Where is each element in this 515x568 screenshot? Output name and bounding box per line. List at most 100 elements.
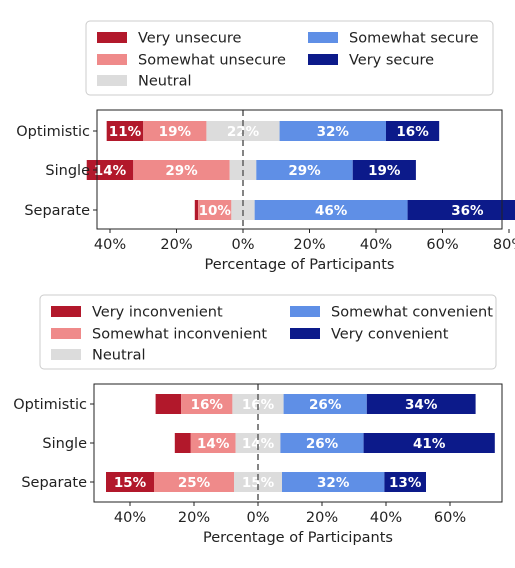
y-tick-label: Optimistic (13, 397, 87, 413)
plot-frame (96, 109, 503, 230)
x-tick-label: 20% (160, 237, 192, 253)
bar-segment (106, 472, 154, 492)
x-axis-label: Percentage of Participants (205, 257, 395, 273)
legend-item: Very inconvenient (51, 305, 223, 321)
bar-segment (194, 200, 199, 220)
data-label: 11% (109, 124, 142, 140)
x-tick-label: 20% (293, 237, 325, 253)
x-axis-label: Percentage of Participants (203, 530, 393, 546)
legend-swatch (51, 328, 81, 339)
legend-swatch (308, 32, 338, 43)
legend-item: Neutral (97, 74, 192, 90)
x-tick-label: 60% (434, 510, 466, 526)
data-label: 34% (405, 397, 438, 413)
data-label: 14% (197, 436, 230, 452)
data-label: 41% (413, 436, 446, 452)
x-tick-label: 60% (426, 237, 458, 253)
y-tick-label: Single (45, 163, 90, 179)
legend-item: Somewhat convenient (290, 305, 493, 321)
bar-segment (279, 121, 386, 141)
legend-swatch (51, 306, 81, 317)
x-tick-label: 80% (493, 237, 515, 253)
bar-segment (366, 394, 476, 414)
bar-segment (86, 160, 134, 180)
bar-segment (106, 121, 144, 141)
legend-swatch (97, 54, 127, 65)
legend-label: Somewhat inconvenient (92, 327, 267, 343)
bar-segment (363, 433, 495, 453)
legend: Very inconvenient Somewhat inconvenient Ne… (39, 294, 497, 370)
data-label: 26% (306, 436, 339, 452)
bar-segment (235, 433, 281, 453)
bar-segment (190, 433, 236, 453)
bar-segment (198, 200, 232, 220)
x-tick-label: 40% (360, 237, 392, 253)
legend-label: Very unsecure (138, 31, 242, 47)
legend-label: Somewhat convenient (331, 305, 493, 321)
data-label: 29% (288, 163, 321, 179)
bar-segment (385, 121, 440, 141)
legend-swatch (308, 54, 338, 65)
bar-segment (283, 394, 367, 414)
data-label: 36% (451, 203, 484, 219)
bar-segment (384, 472, 426, 492)
data-label: 16% (191, 397, 224, 413)
bar-segment (352, 160, 416, 180)
bar-segment (154, 472, 234, 492)
y-tick-label: Single (42, 436, 87, 452)
x-tick-label: 40% (94, 237, 126, 253)
data-label: 10% (199, 203, 232, 219)
legend-item: Somewhat inconvenient (51, 327, 267, 343)
legend-item: Somewhat secure (308, 31, 479, 47)
bar-segment (407, 200, 515, 220)
bar-segment (234, 472, 282, 492)
bar-segment (254, 200, 408, 220)
data-label: 13% (389, 475, 422, 491)
legend-item: Very convenient (290, 327, 449, 343)
bar-segment (174, 433, 191, 453)
legend-item: Very secure (308, 53, 434, 69)
legend-swatch (97, 75, 127, 86)
bar-segment (181, 394, 233, 414)
x-tick-label: 0% (231, 237, 254, 253)
legend-frame (85, 20, 494, 96)
legend-item: Very unsecure (97, 31, 242, 47)
x-tick-label: 0% (246, 510, 269, 526)
data-label: 19% (159, 124, 192, 140)
bar-segment (133, 160, 230, 180)
legend-label: Very inconvenient (92, 305, 223, 321)
chart-panel-2: Very inconvenient Somewhat inconvenient Ne… (13, 294, 503, 546)
data-label: 16% (396, 124, 429, 140)
data-label: 32% (317, 124, 350, 140)
x-tick-label: 20% (306, 510, 338, 526)
legend-label: Very convenient (331, 327, 449, 343)
legend-label: Somewhat secure (349, 31, 479, 47)
legend-label: Neutral (92, 348, 146, 364)
x-tick-label: 40% (114, 510, 146, 526)
y-tick-label: Optimistic (16, 124, 90, 140)
legend-item: Somewhat unsecure (97, 53, 286, 69)
legend-frame (39, 294, 497, 370)
legend-swatch (290, 306, 320, 317)
data-label: 26% (309, 397, 342, 413)
data-label: 46% (315, 203, 348, 219)
legend-label: Neutral (138, 74, 192, 90)
bar-segment (282, 472, 385, 492)
y-tick-label: Separate (24, 203, 90, 219)
data-label: 14% (94, 163, 127, 179)
data-label: 19% (368, 163, 401, 179)
data-label: 15% (114, 475, 147, 491)
legend-label: Somewhat unsecure (138, 53, 286, 69)
y-tick-label: Separate (21, 475, 87, 491)
x-tick-label: 20% (178, 510, 210, 526)
bar-segment (143, 121, 207, 141)
data-label: 15% (242, 475, 275, 491)
data-label: 25% (178, 475, 211, 491)
legend-label: Very secure (349, 53, 434, 69)
plot-frame (93, 383, 503, 503)
legend-swatch (97, 32, 127, 43)
bar-segment (256, 160, 353, 180)
x-tick-label: 40% (370, 510, 402, 526)
legend-swatch (51, 349, 81, 360)
